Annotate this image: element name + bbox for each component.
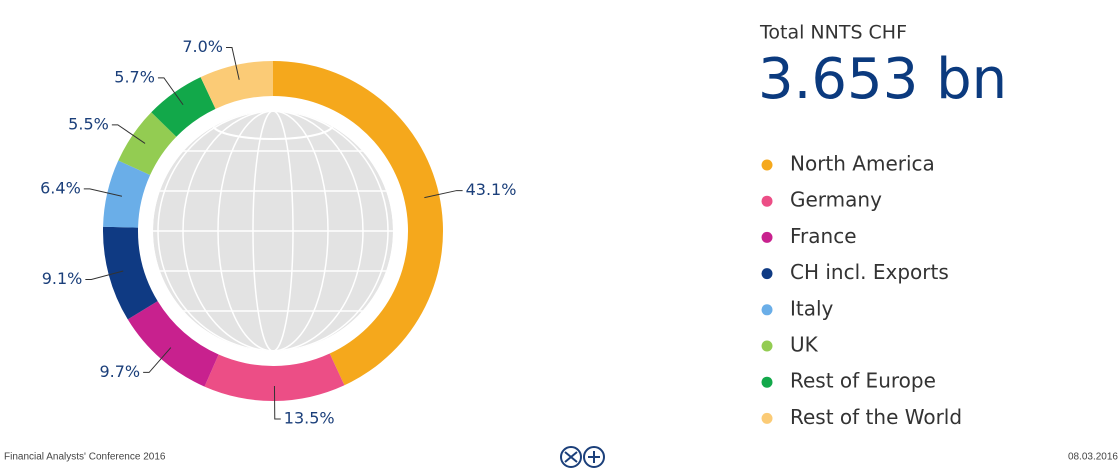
legend-marker: [761, 195, 773, 207]
slice: [103, 226, 158, 320]
value-label: 9.7%: [99, 362, 140, 381]
legend-label: North America: [790, 152, 935, 176]
legend-marker: [761, 231, 773, 243]
slice: [118, 112, 177, 176]
leader-line: [83, 188, 123, 197]
leader-line: [424, 190, 463, 199]
leader-line: [111, 124, 146, 144]
legend-label: Rest of the World: [790, 405, 962, 429]
legend-marker: [761, 268, 773, 280]
slice: [151, 77, 216, 137]
value-label: 5.7%: [114, 67, 155, 86]
slice: [103, 160, 151, 228]
legend-marker: [761, 159, 773, 171]
legend-marker: [761, 340, 773, 352]
leader-line: [143, 347, 172, 373]
value-label: 13.5%: [284, 408, 335, 427]
leader-line: [85, 270, 124, 280]
slice: [204, 353, 345, 401]
value-label: 5.5%: [68, 114, 109, 133]
footer-left: Financial Analysts' Conference 2016: [4, 452, 166, 463]
leader-line: [273, 385, 281, 420]
legend-marker: [761, 304, 773, 316]
total-value: 3.653 bn: [758, 47, 1007, 112]
legend-label: UK: [790, 333, 819, 357]
value-label: 6.4%: [40, 178, 81, 197]
globe: [153, 111, 393, 351]
slice: [127, 301, 219, 387]
legend-label: Rest of Europe: [790, 369, 936, 393]
legend-label: Italy: [790, 296, 834, 320]
legend-marker: [761, 412, 773, 424]
leader-line: [157, 77, 184, 106]
slice: [273, 61, 443, 386]
value-label: 43.1%: [466, 180, 517, 199]
legend-marker: [761, 376, 773, 388]
legend-label: Germany: [790, 188, 882, 212]
value-label: 7.0%: [182, 37, 223, 56]
footer-right: 08.03.2016: [1068, 452, 1118, 463]
slice: [200, 61, 273, 109]
value-label: 9.1%: [42, 269, 83, 288]
logo: [560, 446, 605, 468]
legend-label: CH incl. Exports: [790, 260, 949, 284]
leader-line: [225, 47, 240, 80]
chart-title: Total NNTS CHF: [759, 22, 907, 44]
legend-label: France: [790, 224, 857, 248]
